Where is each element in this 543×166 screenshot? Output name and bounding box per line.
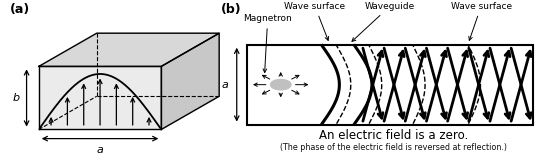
Text: (The phase of the electric field is reversed at reflection.): (The phase of the electric field is reve… — [280, 143, 507, 152]
Polygon shape — [39, 66, 161, 129]
Polygon shape — [161, 33, 219, 129]
Text: Magnetron: Magnetron — [243, 14, 292, 73]
Text: Waveguide: Waveguide — [352, 2, 415, 41]
Text: a: a — [222, 80, 229, 90]
Text: Wave surface: Wave surface — [285, 2, 345, 40]
Circle shape — [270, 79, 291, 90]
Text: (b): (b) — [220, 3, 241, 16]
Text: An electric field is a zero.: An electric field is a zero. — [319, 129, 468, 142]
Text: Wave surface: Wave surface — [451, 2, 512, 40]
Bar — [247, 45, 533, 124]
Text: b: b — [13, 93, 20, 103]
Text: a: a — [97, 145, 104, 155]
Polygon shape — [39, 33, 219, 66]
Text: (a): (a) — [10, 3, 30, 16]
